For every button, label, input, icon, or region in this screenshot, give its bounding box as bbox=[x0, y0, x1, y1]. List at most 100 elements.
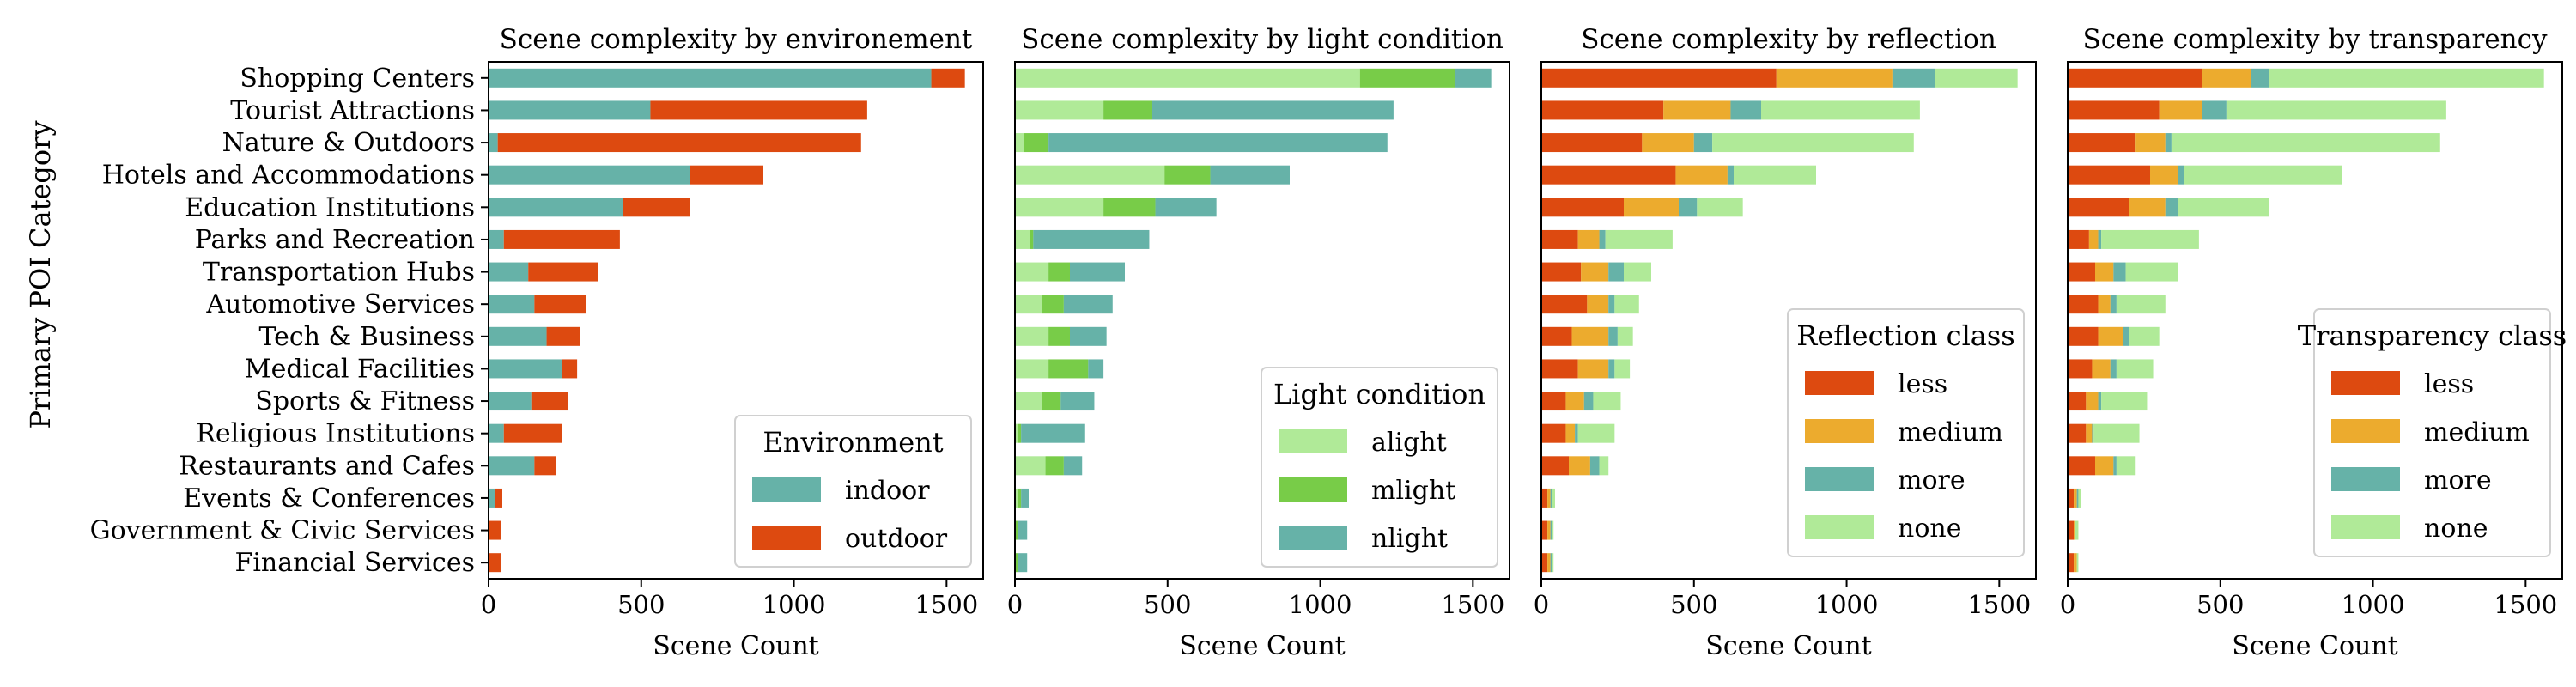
category-label: Hotels and Accommodations bbox=[102, 161, 475, 191]
bar-segment-mlight bbox=[1015, 553, 1018, 573]
bar-segment-medium bbox=[2086, 423, 2093, 443]
legend-swatch-medium bbox=[2331, 419, 2400, 443]
bar-segment-mlight bbox=[1103, 100, 1152, 120]
bar-segment-none bbox=[1624, 262, 1651, 282]
bar-segment-nlight bbox=[1060, 392, 1095, 411]
legend-item-label: medium bbox=[2424, 417, 2530, 447]
bar-segment-none bbox=[1935, 68, 2018, 88]
legend-item-label: less bbox=[2424, 369, 2474, 399]
bar-segment-nlight bbox=[1070, 262, 1125, 282]
legend-swatch-medium bbox=[1805, 419, 1874, 443]
bar-segment-mlight bbox=[1042, 392, 1061, 411]
bar-segment-outdoor bbox=[503, 229, 620, 249]
x-tick-label: 1500 bbox=[914, 590, 978, 619]
x-tick-label: 0 bbox=[1534, 590, 1549, 619]
bar-segment-more bbox=[1892, 68, 1935, 88]
bar-segment-less bbox=[2068, 488, 2075, 508]
bar-segment-none bbox=[1552, 488, 1555, 508]
bar-segment-alight bbox=[1015, 198, 1104, 217]
bar-segment-outdoor bbox=[690, 165, 763, 185]
bar-segment-alight bbox=[1015, 326, 1049, 346]
bar-segment-none bbox=[2178, 198, 2269, 217]
x-tick-label: 500 bbox=[1670, 590, 1717, 619]
legend-item-label: indoor bbox=[845, 476, 930, 506]
bar-segment-outdoor bbox=[546, 326, 580, 346]
x-tick-label: 0 bbox=[2060, 590, 2075, 619]
bar-segment-none bbox=[2101, 392, 2148, 411]
bar-segment-medium bbox=[1547, 488, 1551, 508]
bar-segment-mlight bbox=[1164, 165, 1211, 185]
bar-segment-indoor bbox=[489, 392, 532, 411]
bar-segment-none bbox=[1734, 165, 1816, 185]
bar-segment-mlight bbox=[1015, 520, 1018, 540]
bar-segment-alight bbox=[1015, 229, 1030, 249]
bar-segment-medium bbox=[1577, 229, 1600, 249]
bar-segment-nlight bbox=[1033, 229, 1150, 249]
bar-segment-outdoor bbox=[528, 262, 598, 282]
panel-4: Scene complexity by transparency 0 500 1000… bbox=[2060, 24, 2567, 661]
category-label: Parks and Recreation bbox=[195, 225, 475, 255]
x-tick-label: 500 bbox=[1144, 590, 1191, 619]
bar-segment-none bbox=[2184, 165, 2342, 185]
legend-item-label: none bbox=[2424, 514, 2488, 544]
legend-swatch-none bbox=[1805, 515, 1874, 539]
bar-segment-none bbox=[1614, 295, 1639, 314]
bar-segment-outdoor bbox=[650, 100, 867, 120]
bar-segment-less bbox=[1541, 520, 1548, 540]
bar-segment-less bbox=[2068, 68, 2202, 88]
bar-segment-mlight bbox=[1024, 133, 1049, 153]
bar-segment-alight bbox=[1015, 392, 1042, 411]
bar-segment-nlight bbox=[1018, 520, 1028, 540]
x-tick-label: 1000 bbox=[762, 590, 826, 619]
bar-segment-medium bbox=[2074, 553, 2077, 573]
legend-swatch-nlight bbox=[1279, 526, 1347, 550]
bar-segment-alight bbox=[1015, 68, 1360, 88]
bar-segment-alight bbox=[1015, 423, 1018, 443]
bar-segment-more bbox=[2165, 198, 2178, 217]
bar-segment-less bbox=[2068, 165, 2150, 185]
bar-segment-none bbox=[2076, 553, 2079, 573]
bar-segment-more bbox=[1550, 520, 1552, 540]
bar-segment-medium bbox=[1642, 133, 1694, 153]
category-label: Nature & Outdoors bbox=[222, 128, 475, 158]
bar-segment-none bbox=[2116, 359, 2154, 379]
bar-segment-indoor bbox=[489, 165, 690, 185]
bar-segment-medium bbox=[2098, 326, 2123, 346]
bar-segment-less bbox=[1541, 229, 1578, 249]
bar-segment-mlight bbox=[1042, 295, 1064, 314]
bar-segment-more bbox=[1608, 262, 1624, 282]
bar-segment-none bbox=[2171, 133, 2440, 153]
bar-segment-less bbox=[1541, 423, 1566, 443]
bar-segment-less bbox=[2068, 520, 2075, 540]
bar-segment-mlight bbox=[1045, 456, 1064, 476]
bar-segment-medium bbox=[2095, 456, 2114, 476]
x-tick-label: 0 bbox=[481, 590, 496, 619]
bar-segment-medium bbox=[2098, 295, 2111, 314]
x-tick-label: 0 bbox=[1007, 590, 1023, 619]
x-tick-label: 1000 bbox=[1815, 590, 1879, 619]
bar-segment-medium bbox=[2129, 198, 2166, 217]
bar-segment-indoor bbox=[489, 488, 495, 508]
bar-segment-more bbox=[2110, 295, 2117, 314]
panel-1: Scene complexity by environement 0 500 1000… bbox=[481, 24, 984, 661]
bar-segment-outdoor bbox=[534, 295, 586, 314]
bar-segment-none bbox=[1697, 198, 1743, 217]
bar-segment-indoor bbox=[489, 456, 535, 476]
bar-segment-less bbox=[1541, 68, 1777, 88]
legend-item-label: more bbox=[1898, 465, 1965, 495]
bar-segment-more bbox=[1608, 359, 1615, 379]
category-label: Tourist Attractions bbox=[230, 95, 475, 125]
bar-segment-more bbox=[1550, 553, 1552, 573]
bar-segment-medium bbox=[2086, 392, 2099, 411]
panel-3: Scene complexity by reflection 0 500 1000 15… bbox=[1534, 24, 2037, 661]
bar-segment-medium bbox=[1547, 520, 1551, 540]
bar-segment-more bbox=[1608, 326, 1618, 346]
bar-segment-more bbox=[1599, 229, 1606, 249]
bar-segment-indoor bbox=[489, 68, 932, 88]
bar-segment-none bbox=[1552, 553, 1554, 573]
category-label: Education Institutions bbox=[185, 192, 475, 222]
legend-item-label: none bbox=[1898, 514, 1961, 544]
bar-segment-more bbox=[1727, 165, 1734, 185]
legend-swatch-more bbox=[1805, 467, 1874, 491]
